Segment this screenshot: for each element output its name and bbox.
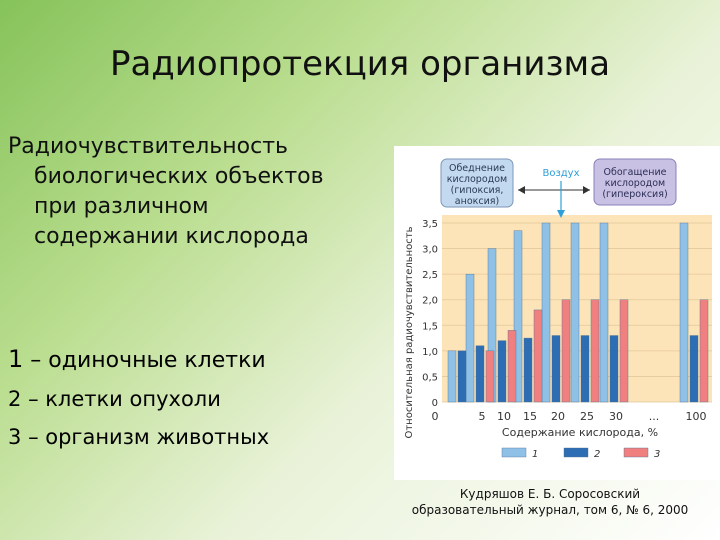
y-axis-label: Относительная радиочувствительность [404,226,415,438]
bar-series-1-20 [541,222,551,403]
x-tick-label: 20 [551,410,565,423]
x-tick-label: 15 [523,410,537,423]
hyperoxia-label-line: Обогащение [604,167,667,178]
source-caption: Кудряшов Е. Б. Соросовский образовательн… [400,486,700,518]
x-tick-label: 10 [497,410,511,423]
subtitle: Радиочувствительность биологических объе… [8,132,324,252]
legend-swatch-2 [563,447,589,458]
bar-series-1-5 [465,273,475,403]
x-tick-label: 100 [686,410,707,423]
air-arrow-head [557,210,565,218]
legend-item-1: 1 – одиночные клетки [8,345,266,373]
arrow-left-head [518,186,525,194]
legend-item-3: 3 – организм животных [8,425,270,449]
subtitle-block: Радиочувствительность биологических объе… [8,132,324,252]
x-tick-label: ... [649,410,660,423]
bar-series-2-25 [580,335,590,403]
y-tick-label: 1,5 [422,321,438,332]
y-tick-label: 2,5 [422,270,438,281]
bar-series-2-100 [689,335,699,403]
legend-swatch-3 [623,447,649,458]
hypoxia-label-line: кислородом [447,174,507,185]
arrow-right-head [583,186,590,194]
chart-frame: 0 0,5 1,0 1,5 2,0 2,5 3,0 3,5 Относительная ради… [394,146,720,480]
legend-label-2: 2 [594,449,600,460]
hyperoxia-box [593,158,677,206]
x-axis-label: Содержание кислорода, % [502,426,658,439]
subtitle-line-4: содержании кислорода [34,224,309,249]
bar-series-3-15 [533,309,543,403]
hypoxia-box [440,158,514,208]
legend-label-1: 1 [532,449,538,460]
bar-series-2-15 [523,337,533,403]
y-tick-label: 2,0 [422,296,438,307]
bar-series-3-30 [619,299,629,403]
legend-swatch-1 [501,447,527,458]
legend-label-3: 3 [654,449,660,460]
caption-line-2: образовательный журнал, том 6, № 6, 2000 [411,503,689,517]
bar-series-2-20 [551,335,561,403]
air-label: Воздух [542,168,579,179]
bar-series-3-25 [590,299,600,403]
bar-series-1-15 [513,230,523,403]
slide-title: Радиопротекция организма [109,44,611,84]
hyperoxia-label-line: кислородом [605,178,665,189]
y-tick-label: 1,0 [422,347,438,358]
subtitle-line-2: биологических объектов [34,164,324,189]
bar-series-2-10 [497,340,507,403]
bar-series-3-20 [561,299,571,403]
bar-series-2-0 [457,350,467,403]
caption-line-1: Кудряшов Е. Б. Соросовский [459,487,641,501]
hypoxia-label-line: (гипоксия, [451,185,504,196]
legend-item-2: 2 – клетки опухоли [8,387,221,411]
x-tick-label: 30 [609,410,623,423]
y-tick-label: 0,5 [422,372,438,383]
hypoxia-label-line: Обеднение [449,163,505,174]
bar-series-3-100 [699,299,709,403]
legend-list: 1 – одиночные клетки 2 – клетки опухоли … [8,340,269,456]
bar-series-2-30 [609,335,619,403]
hyperoxia-label-line: (гипероксия) [602,189,667,200]
y-tick-label: 3,5 [422,219,438,230]
x-tick-label: 25 [580,410,594,423]
radiosensitivity-chart: 0 0,5 1,0 1,5 2,0 2,5 3,0 3,5 Относительная ради… [404,158,712,460]
bar-series-1-100 [679,222,689,403]
bar-series-3-5 [485,350,495,403]
subtitle-line-1: Радиочувствительность [8,134,288,159]
subtitle-line-3: при различном [34,194,209,219]
x-tick-label: 5 [479,410,486,423]
bar-series-1-30 [599,222,609,403]
y-tick-label: 3,0 [422,245,438,256]
bar-series-1-25 [570,222,580,403]
bar-series-1-0 [447,350,457,403]
bar-series-2-5 [475,345,485,403]
x-tick-label: 0 [432,410,439,423]
y-tick-label: 0 [432,398,438,409]
hypoxia-label-line: аноксия) [455,196,499,207]
bar-series-3-10 [507,330,517,403]
